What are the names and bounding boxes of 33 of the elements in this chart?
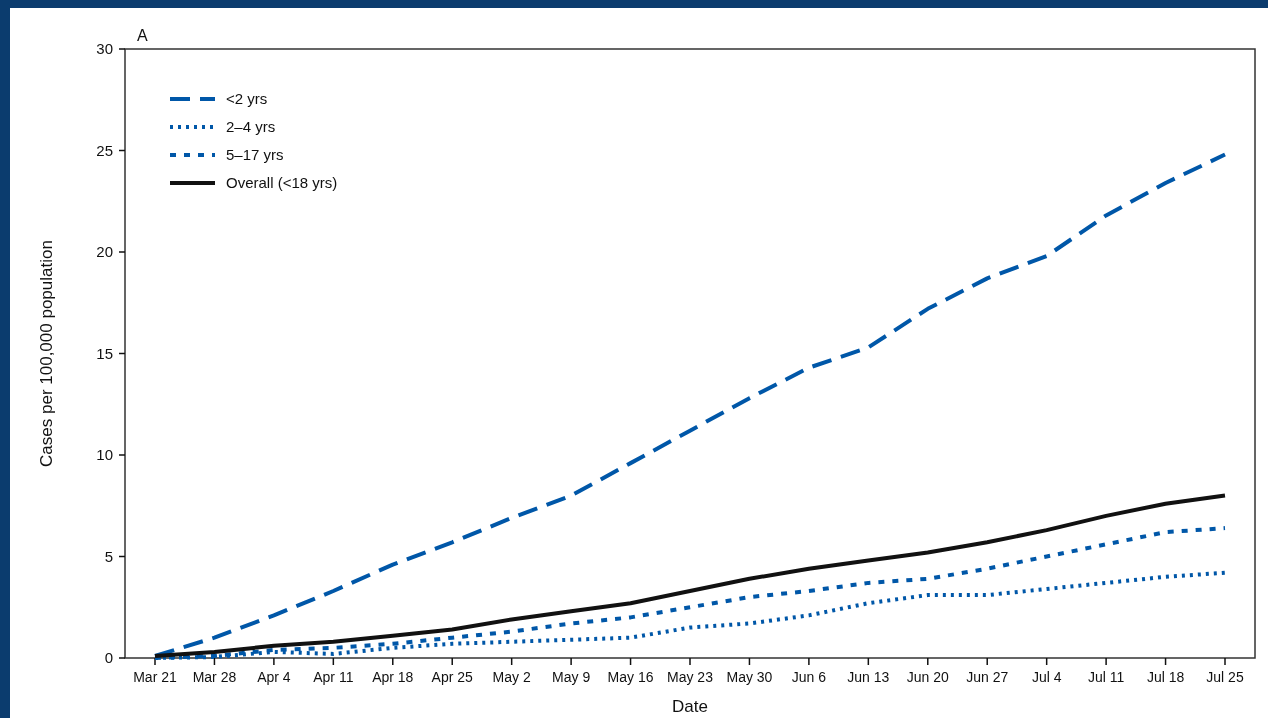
legend-label: <2 yrs [226, 90, 268, 108]
x-tick-label: May 23 [667, 669, 714, 685]
legend-label: 2–4 yrs [226, 118, 276, 136]
x-tick-label: Apr 4 [257, 669, 291, 685]
x-axis-title: Date [672, 697, 708, 716]
y-tick-label: 0 [104, 649, 113, 667]
y-tick-label: 5 [104, 547, 113, 565]
y-tick-label: 20 [96, 243, 113, 261]
x-tick-label: Jun 20 [906, 669, 949, 685]
x-tick-label: Jul 18 [1146, 669, 1185, 685]
chart-title: A [137, 27, 148, 44]
x-tick-label: Apr 11 [313, 669, 354, 685]
y-tick-label: 15 [96, 344, 113, 362]
x-tick-label: May 9 [552, 669, 591, 685]
x-tick-label: Jul 4 [1031, 669, 1062, 685]
y-tick-label: 25 [96, 141, 113, 159]
y-axis-title: Cases per 100,000 population [37, 240, 56, 467]
x-tick-label: May 2 [492, 669, 531, 685]
x-tick-label: Mar 28 [192, 669, 237, 685]
y-tick-label: 10 [96, 446, 113, 464]
x-tick-label: May 30 [726, 669, 773, 685]
x-tick-label: Jun 6 [791, 669, 827, 685]
y-tick-label: 30 [96, 40, 113, 58]
legend-label: 5–17 yrs [226, 146, 284, 164]
x-tick-label: Jul 25 [1206, 669, 1244, 685]
x-tick-label: Jun 13 [847, 669, 890, 685]
x-tick-label: May 16 [607, 669, 654, 685]
x-tick-label: Jun 27 [966, 669, 1009, 685]
x-tick-label: Jul 11 [1087, 669, 1125, 685]
legend-label: Overall (<18 yrs) [226, 174, 338, 192]
x-tick-label: Apr 18 [372, 669, 414, 685]
x-tick-label: Apr 25 [431, 669, 474, 685]
x-tick-label: Mar 21 [133, 669, 177, 685]
